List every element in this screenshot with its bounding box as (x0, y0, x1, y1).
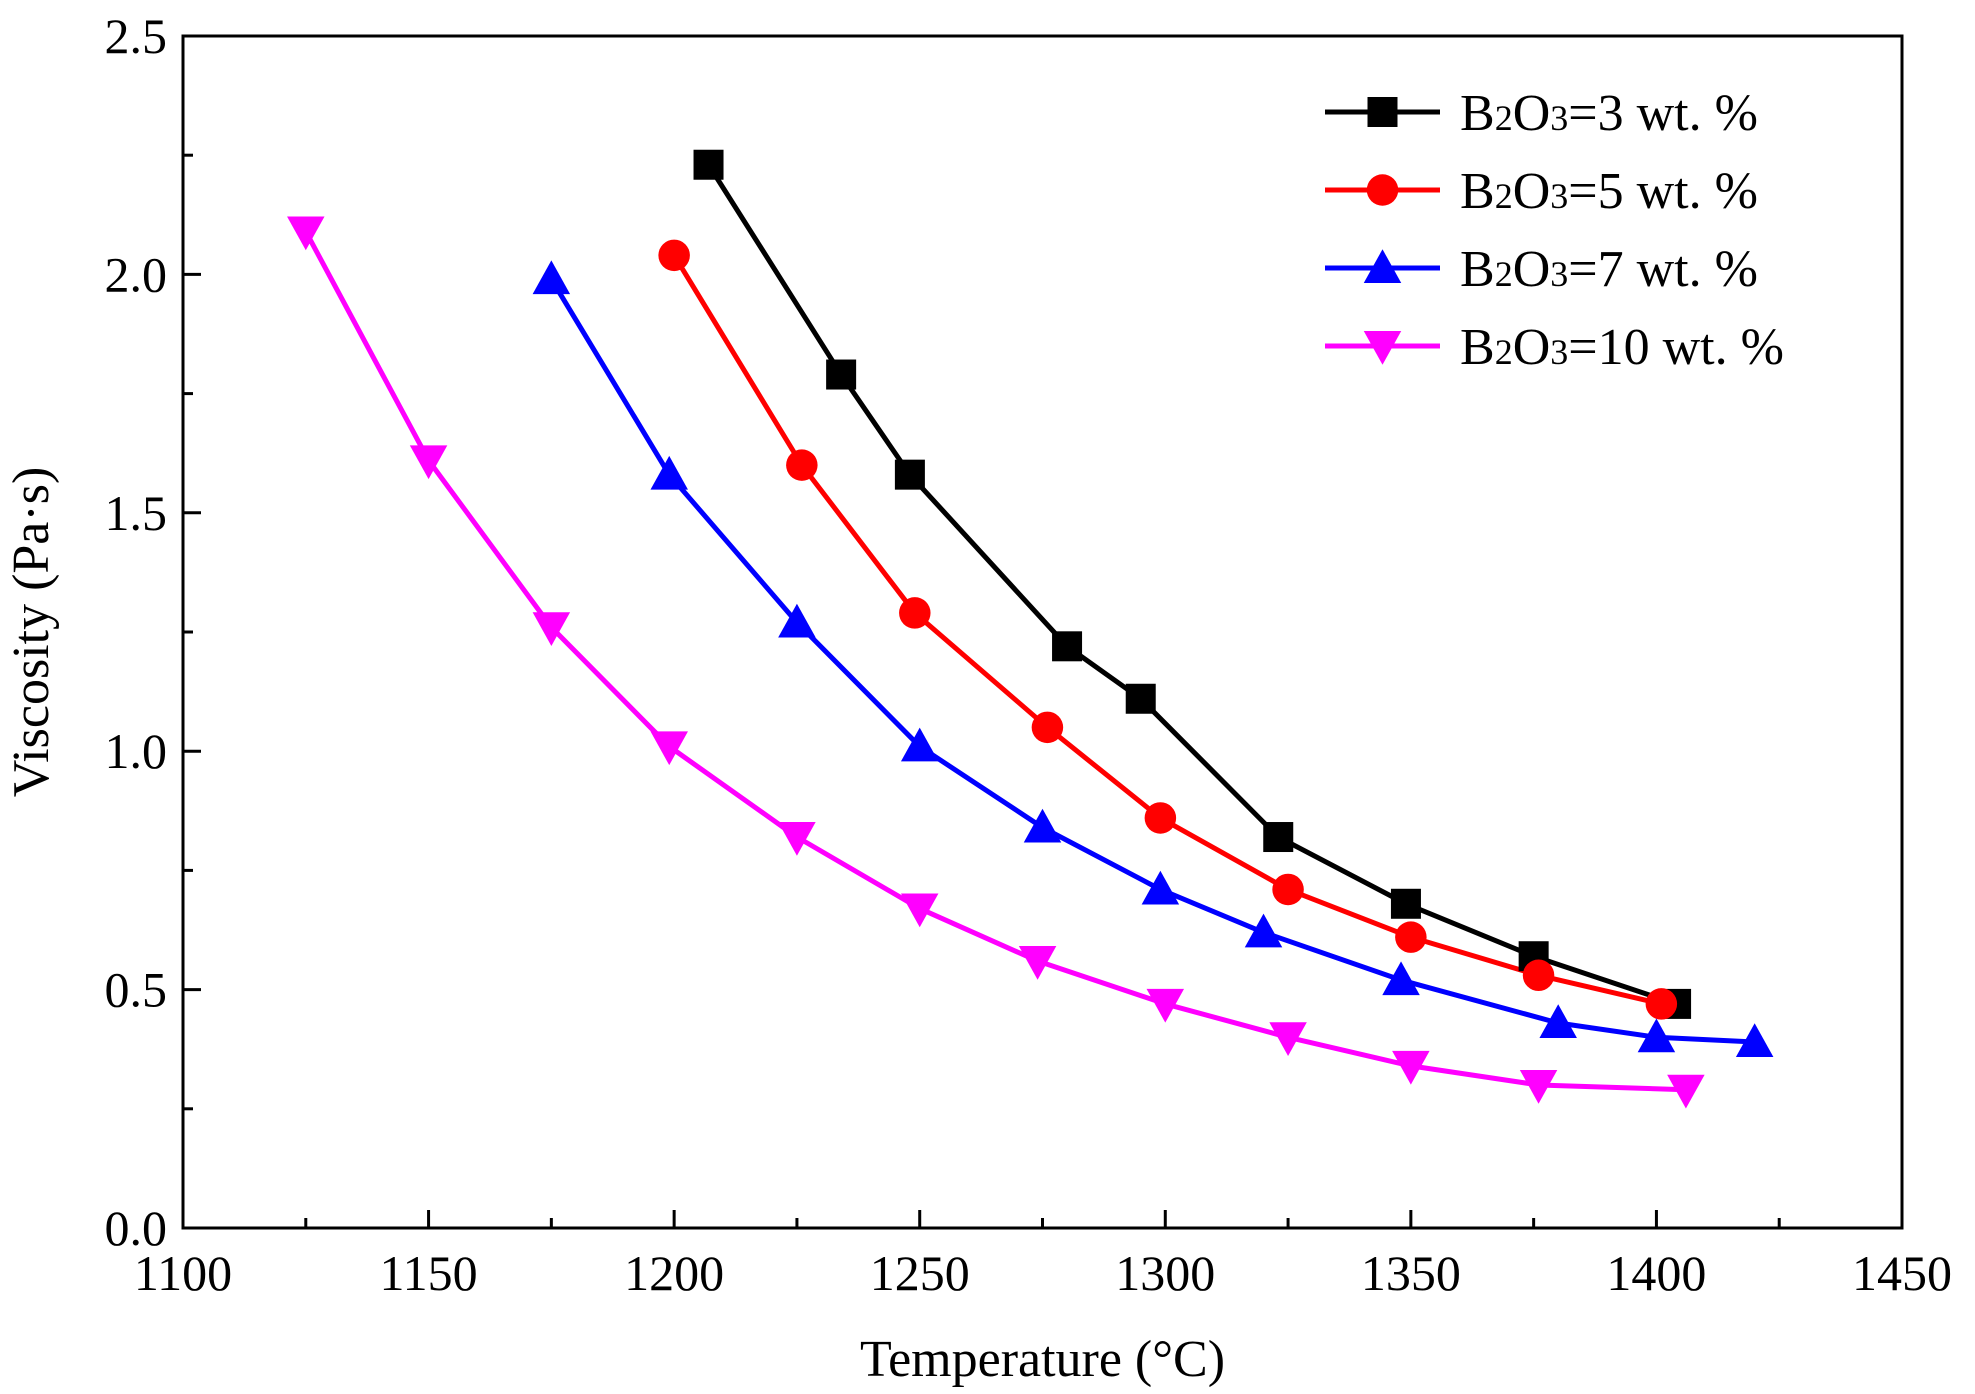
legend-text-part: O (1513, 241, 1551, 298)
data-point-triangle-down (1269, 1022, 1307, 1057)
data-point-circle (658, 239, 690, 272)
legend-subscript: 2 (1495, 254, 1513, 294)
y-axis-title: Viscosity (Pa·s) (3, 467, 60, 798)
data-point-triangle-up (1023, 808, 1062, 843)
data-point-square (693, 149, 724, 180)
y-tick-label: 0.5 (105, 962, 168, 1018)
data-point-square (826, 359, 857, 390)
legend-text-part: B (1460, 163, 1495, 220)
data-point-circle (1522, 959, 1555, 992)
legend-subscript: 3 (1550, 332, 1568, 372)
data-point-triangle-up (1539, 1004, 1577, 1038)
data-point-square (1367, 97, 1398, 127)
data-point-triangle-down (287, 216, 325, 251)
series-markers (532, 260, 1774, 1058)
data-point-triangle-up (1244, 913, 1283, 948)
data-point-triangle-up (1363, 249, 1402, 283)
legend-item: B2O3=5 wt. % (1325, 163, 1758, 220)
data-point-triangle-down (1146, 988, 1185, 1023)
data-point-triangle-up (532, 260, 571, 295)
y-tick-label: 2.5 (105, 8, 168, 64)
data-point-circle (1272, 873, 1304, 906)
legend-label: B2O3=5 wt. % (1460, 163, 1758, 220)
y-axis-ticks: 0.0 0.5 1.0 1.5 2.0 2.5 (105, 8, 201, 1256)
series-markers (287, 216, 1705, 1109)
data-point-triangle-down (1519, 1069, 1558, 1104)
y-tick-label: 1.5 (105, 485, 168, 541)
legend-text-part: B (1460, 85, 1495, 142)
x-tick-label: 1450 (1852, 1245, 1952, 1301)
data-point-triangle-down (650, 731, 688, 766)
data-point-triangle-up (1382, 961, 1420, 996)
data-point-square (1390, 888, 1421, 919)
legend-label: B2O3=10 wt. % (1460, 319, 1784, 376)
x-tick-label: 1350 (1361, 1245, 1461, 1301)
data-point-triangle-down (778, 822, 816, 856)
data-point-triangle-up (778, 603, 816, 638)
legend-text-part: O (1513, 163, 1551, 220)
data-point-triangle-up (650, 455, 688, 490)
legend-subscript: 3 (1550, 176, 1568, 216)
data-point-circle (786, 449, 818, 481)
data-point-square (1125, 683, 1156, 714)
x-tick-label: 1300 (1115, 1245, 1215, 1301)
data-point-circle (1031, 711, 1064, 744)
data-point-circle (1144, 802, 1177, 834)
data-point-triangle-down (1363, 331, 1402, 365)
data-point-square (1052, 631, 1083, 662)
legend: B2O3=3 wt. %B2O3=5 wt. %B2O3=7 wt. %B2O3… (1325, 85, 1784, 376)
data-point-circle (1366, 174, 1399, 206)
data-point-circle (1645, 988, 1678, 1020)
legend-text-part: =5 wt. % (1568, 163, 1758, 220)
x-tick-label: 1200 (624, 1245, 724, 1301)
x-axis-ticks: 1100 1150 1200 1250 1300 1350 1400 1450 (134, 1210, 1952, 1301)
x-tick-label: 1250 (870, 1245, 970, 1301)
legend-text-part: O (1513, 319, 1551, 376)
data-point-triangle-up (1141, 870, 1180, 905)
data-point-triangle-down (1018, 945, 1057, 980)
data-point-triangle-down (1392, 1050, 1430, 1085)
data-point-circle (1395, 921, 1427, 953)
data-point-triangle-down (532, 612, 571, 646)
legend-subscript: 2 (1495, 176, 1513, 216)
data-point-triangle-down (1667, 1074, 1705, 1109)
x-tick-label: 1100 (134, 1245, 232, 1301)
y-tick-label: 1.0 (105, 723, 168, 779)
legend-subscript: 3 (1550, 254, 1568, 294)
data-point-triangle-up (1735, 1023, 1774, 1058)
legend-text-part: =7 wt. % (1568, 241, 1758, 298)
legend-text-part: B (1460, 241, 1495, 298)
x-tick-label: 1150 (379, 1245, 477, 1301)
legend-item: B2O3=3 wt. % (1325, 85, 1758, 142)
data-point-triangle-up (900, 727, 939, 762)
data-point-triangle-up (1637, 1018, 1676, 1053)
legend-item: B2O3=7 wt. % (1325, 241, 1758, 298)
legend-subscript: 3 (1550, 98, 1568, 138)
series-line (303, 230, 1686, 1093)
y-tick-label: 2.0 (105, 246, 168, 302)
data-point-circle (899, 597, 931, 629)
data-point-triangle-down (900, 893, 939, 928)
legend-label: B2O3=7 wt. % (1460, 241, 1758, 298)
plot-markers (287, 149, 1774, 1109)
legend-item: B2O3=10 wt. % (1325, 319, 1784, 376)
series-line (549, 277, 1755, 1045)
legend-label: B2O3=3 wt. % (1460, 85, 1758, 142)
legend-text-part: =3 wt. % (1568, 85, 1758, 142)
y-tick-label: 0.0 (105, 1200, 168, 1256)
legend-text-part: O (1513, 85, 1551, 142)
data-point-square (1263, 822, 1294, 853)
series-markers (658, 239, 1678, 1020)
data-point-square (894, 459, 925, 490)
data-point-triangle-down (409, 445, 448, 480)
legend-text-part: B (1460, 319, 1495, 376)
legend-subscript: 2 (1495, 98, 1513, 138)
legend-subscript: 2 (1495, 332, 1513, 372)
x-tick-label: 1400 (1606, 1245, 1706, 1301)
legend-text-part: =10 wt. % (1568, 319, 1784, 376)
x-axis-title: Temperature (°C) (860, 1331, 1225, 1388)
